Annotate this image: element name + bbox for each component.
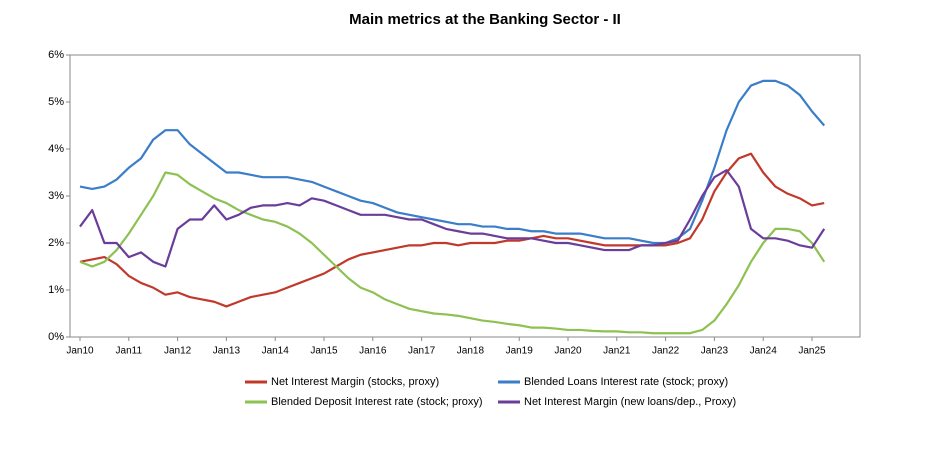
legend-label: Net Interest Margin (stocks, proxy)	[271, 376, 439, 388]
x-tick-label: Jan15	[310, 346, 338, 357]
y-tick-label: 4%	[48, 143, 64, 155]
x-tick-label: Jan22	[652, 346, 680, 357]
series-line	[79, 171, 826, 335]
x-tick-label: Jan17	[408, 346, 436, 357]
x-tick-label: Jan20	[554, 346, 582, 357]
x-tick-label: Jan14	[262, 346, 290, 357]
x-tick-label: Jan13	[213, 346, 241, 357]
chart-title: Main metrics at the Banking Sector - II	[349, 11, 621, 28]
legend-label: Net Interest Margin (new loans/dep., Pro…	[524, 396, 736, 408]
x-tick-label: Jan19	[506, 346, 534, 357]
series-line	[79, 169, 826, 268]
x-tick-label: Jan16	[359, 346, 387, 357]
series-line	[79, 79, 826, 245]
legend-label: Blended Loans Interest rate (stock; prox…	[524, 376, 728, 388]
y-tick-label: 1%	[48, 284, 64, 296]
x-tick-label: Jan10	[66, 346, 94, 357]
x-tick-label: Jan11	[116, 346, 143, 357]
x-tick-label: Jan18	[457, 346, 485, 357]
y-tick-label: 2%	[48, 237, 64, 249]
x-tick-label: Jan21	[603, 346, 631, 357]
x-tick-label: Jan23	[701, 346, 729, 357]
y-tick-label: 5%	[48, 96, 64, 108]
x-tick-label: Jan25	[798, 346, 826, 357]
x-tick-label: Jan12	[164, 346, 192, 357]
y-tick-label: 3%	[48, 190, 64, 202]
y-tick-label: 0%	[48, 331, 64, 343]
legend-label: Blended Deposit Interest rate (stock; pr…	[271, 396, 483, 408]
series-line	[79, 152, 825, 308]
y-tick-label: 6%	[48, 49, 64, 61]
x-tick-label: Jan24	[750, 346, 778, 357]
